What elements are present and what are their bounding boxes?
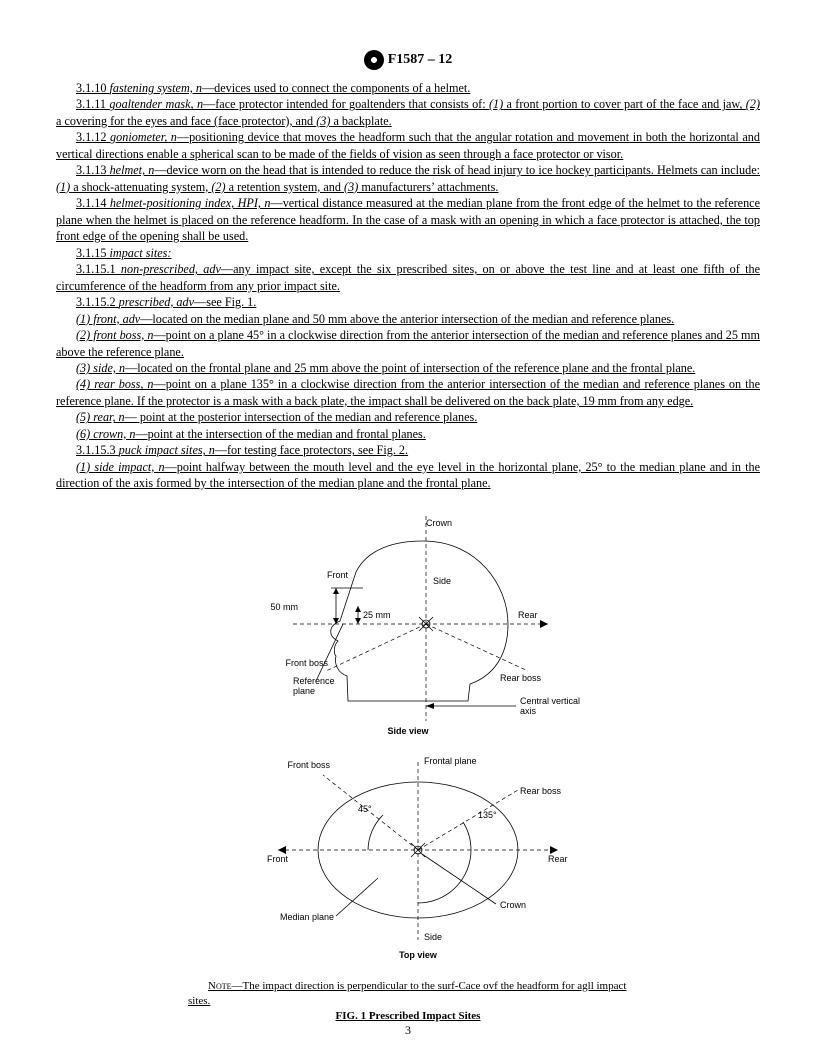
svg-text:Front: Front [327,570,349,580]
svg-text:Top view: Top view [399,950,438,960]
svg-text:Rear: Rear [548,854,568,864]
svg-text:Front boss: Front boss [287,760,330,770]
def-3-1-15-1: 3.1.15.1 non-prescribed, adv—any impact … [56,261,760,294]
svg-text:Frontal plane: Frontal plane [424,756,477,766]
def-3-1-14: 3.1.14 helmet-positioning index, HPI, n—… [56,195,760,244]
def-prescribed-5: (5) rear, n— point at the posterior inte… [56,409,760,425]
ref-plane-l2: plane [293,686,315,696]
cva-l1: Central vertical [520,696,580,706]
def-puckimpact-1: (1) side impact, n—point halfway between… [56,459,760,492]
svg-text:Crown: Crown [426,518,452,528]
page-header: F1587 – 12 [56,50,760,70]
svg-text:135°: 135° [478,810,497,820]
svg-text:Median plane: Median plane [280,912,334,922]
svg-text:Rear boss: Rear boss [500,673,542,683]
astm-logo-icon [364,50,384,70]
svg-text:Side: Side [424,932,442,942]
svg-text:Crown: Crown [500,900,526,910]
svg-text:50 mm: 50 mm [270,602,298,612]
def-3-1-15-3: 3.1.15.3 puck impact sites, n—for testin… [56,442,760,458]
svg-text:Rear: Rear [518,610,538,620]
def-3-1-13: 3.1.13 helmet, n—device worn on the head… [56,162,760,195]
top-view-diagram: Front boss Frontal plane 45° 135° Rear b… [208,740,608,965]
page-number: 3 [0,1023,816,1038]
svg-text:45°: 45° [358,804,372,814]
svg-text:Side view: Side view [387,726,429,736]
def-3-1-10: 3.1.10 fastening system, n—devices used … [56,80,760,96]
svg-text:Front: Front [267,854,289,864]
def-3-1-11: 3.1.11 goaltender mask, n—face protector… [56,96,760,129]
definitions-block: 3.1.10 fastening system, n—devices used … [56,80,760,492]
ref-plane-l1: Reference [293,676,335,686]
page: F1587 – 12 3.1.10 fastening system, n—de… [0,0,816,1056]
def-prescribed-6: (6) crown, n—point at the intersection o… [56,426,760,442]
def-prescribed-1: (1) front, adv—located on the median pla… [56,311,760,327]
side-view-diagram: Crown Front Side 50 mm 25 mm Rear Front … [208,506,608,736]
svg-text:Rear boss: Rear boss [520,786,562,796]
def-3-1-12: 3.1.12 goniometer, n—positioning device … [56,129,760,162]
def-prescribed-2: (2) front boss, n—point on a plane 45° i… [56,327,760,360]
def-3-1-15-2: 3.1.15.2 prescribed, adv—see Fig. 1. [56,294,760,310]
def-prescribed-4: (4) rear boss, n—point on a plane 135° i… [56,376,760,409]
designation: F1587 – 12 [388,52,453,67]
svg-text:Side: Side [433,576,451,586]
def-prescribed-3: (3) side, n—located on the frontal plane… [56,360,760,376]
cva-l2: axis [520,706,537,716]
figure-note: Note—The impact direction is perpendicul… [188,979,628,1009]
figure-caption: FIG. 1 Prescribed Impact Sites [56,1010,760,1022]
figure-1: Crown Front Side 50 mm 25 mm Rear Front … [56,506,760,1023]
def-3-1-15: 3.1.15 impact sites: [56,245,760,261]
svg-text:25 mm: 25 mm [363,610,391,620]
svg-text:Front boss: Front boss [285,658,328,668]
